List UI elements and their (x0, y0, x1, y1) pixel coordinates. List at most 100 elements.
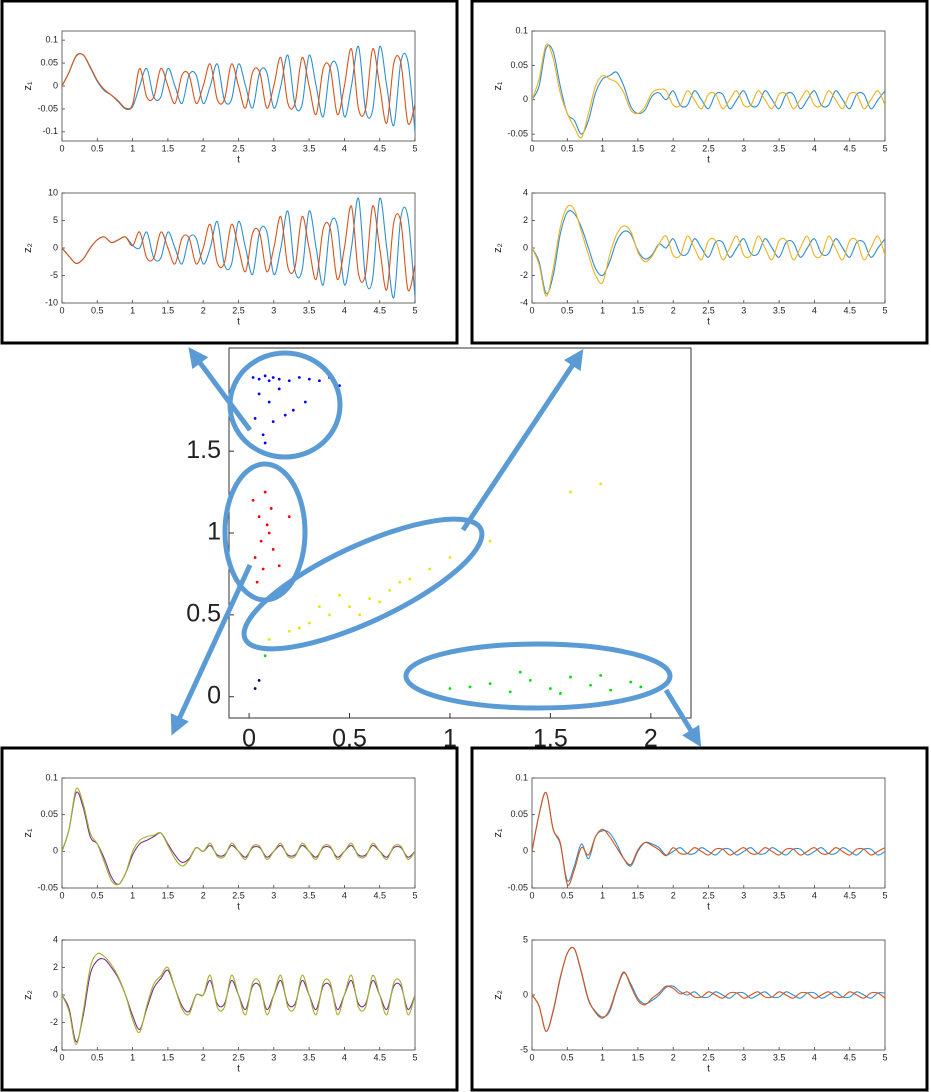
x-tick-label: 2 (201, 305, 206, 315)
point (348, 605, 351, 609)
y-tick-label: -0.05 (37, 882, 58, 892)
cluster-outline (403, 641, 673, 711)
y-tick-label: 0.1 (45, 772, 58, 782)
point (448, 556, 452, 559)
y-tick-label: 2 (523, 215, 528, 225)
arrow (170, 563, 253, 736)
x-tick-label: 3 (741, 1052, 746, 1062)
x-tick-label: 4.5 (373, 305, 386, 315)
x-tick-label: 4 (812, 890, 817, 900)
lines (532, 946, 885, 1032)
scatter-plot: 0 0.5 1 1.5 200.511.5 (186, 347, 692, 753)
x-tick-label: 4.5 (843, 305, 856, 315)
point (263, 374, 267, 378)
x-tick-label: 0.5 (561, 305, 574, 315)
x-tick-label: 5 (412, 143, 417, 153)
line-series (532, 43, 885, 139)
x-tick-label: 4.5 (843, 1052, 856, 1062)
x-axis-label: t (237, 902, 240, 913)
y-tick-label: -4 (50, 1044, 58, 1054)
x-tick-label: 5 (882, 305, 887, 315)
point (277, 387, 281, 391)
x-tick-label: 1.5 (632, 305, 645, 315)
x-tick-label: 4 (812, 305, 817, 315)
point (508, 690, 512, 694)
x-tick-label: 3 (271, 305, 276, 315)
point (271, 547, 275, 551)
y-tick-label: -4 (520, 297, 528, 307)
y-tick-label: 0.1 (515, 25, 528, 35)
lines (532, 204, 885, 297)
point (267, 638, 271, 641)
lines (62, 787, 415, 886)
x-tick-label: 1 (600, 305, 605, 315)
point (253, 416, 257, 420)
point (408, 577, 412, 581)
point (297, 626, 301, 630)
x-tick-label: 3.5 (303, 890, 316, 900)
y-tick-label: 5 (53, 215, 58, 225)
x-tick-label: 3.5 (303, 1052, 316, 1062)
point (328, 613, 331, 617)
point (269, 507, 273, 510)
x-tick-label: 3 (741, 890, 746, 900)
x-tick-label: 2 (671, 1052, 676, 1062)
y-axis-label: z₁ (492, 81, 504, 91)
x-tick-label: 2.5 (232, 890, 245, 900)
y-tick-label: -0.05 (37, 103, 58, 113)
line-series (532, 44, 885, 135)
x-tick-label: 4 (342, 305, 347, 315)
x-tick-label: 3.5 (303, 305, 316, 315)
x-tick-label: 4 (342, 890, 347, 900)
subplot: 0 0.5 1 1.5 2 2.5 3 3.5 4 4.5 5 -4 -2 0 2 4 t z₂ (492, 187, 888, 327)
point (251, 498, 255, 502)
point (569, 490, 572, 494)
x-tick-label: 0 (242, 725, 256, 753)
x-tick-label: 2.5 (232, 143, 245, 153)
y-tick-label: 1 (207, 518, 221, 546)
point (267, 379, 271, 383)
point (287, 515, 291, 519)
y-tick-label: -5 (520, 1044, 528, 1054)
x-tick-label: 0 (529, 305, 534, 315)
x-tick-label: 2 (201, 890, 206, 900)
point (518, 670, 522, 674)
annotations (170, 347, 702, 748)
x-axis-label: t (707, 902, 710, 913)
point (317, 605, 321, 609)
lines (62, 952, 415, 1046)
x-tick-label: 1.5 (162, 890, 175, 900)
x-tick-label: 0 (529, 1052, 534, 1062)
plot-frame (531, 777, 886, 889)
x-tick-label: 2.5 (702, 1052, 715, 1062)
y-tick-label: -0.05 (507, 882, 528, 892)
x-tick-label: 3 (271, 143, 276, 153)
x-tick-label: 2.5 (702, 890, 715, 900)
point (255, 580, 259, 584)
x-tick-label: 2 (201, 143, 206, 153)
y-tick-label: 0.05 (510, 809, 528, 819)
plot-frame (531, 30, 886, 142)
x-tick-label: 1 (600, 890, 605, 900)
y-tick-label: 0 (53, 242, 58, 252)
y-axis-label: z₂ (22, 990, 34, 1000)
point (639, 685, 643, 689)
y-axis-label: z₁ (492, 828, 504, 838)
x-tick-label: 4.5 (373, 890, 386, 900)
x-tick-label: 3 (271, 1052, 276, 1062)
arrow (663, 688, 702, 748)
line-series (62, 787, 415, 886)
y-tick-label: 0 (53, 80, 58, 90)
point (569, 675, 572, 679)
point (629, 680, 633, 684)
lines (62, 46, 415, 132)
x-tick-label: 2 (671, 305, 676, 315)
x-tick-label: 0.5 (91, 1052, 104, 1062)
x-tick-label: 0.5 (561, 1052, 574, 1062)
x-tick-label: 0 (59, 1052, 64, 1062)
x-axis-label: t (707, 1064, 710, 1075)
x-tick-label: 0.5 (561, 890, 574, 900)
y-tick-label: 0.05 (510, 60, 528, 70)
